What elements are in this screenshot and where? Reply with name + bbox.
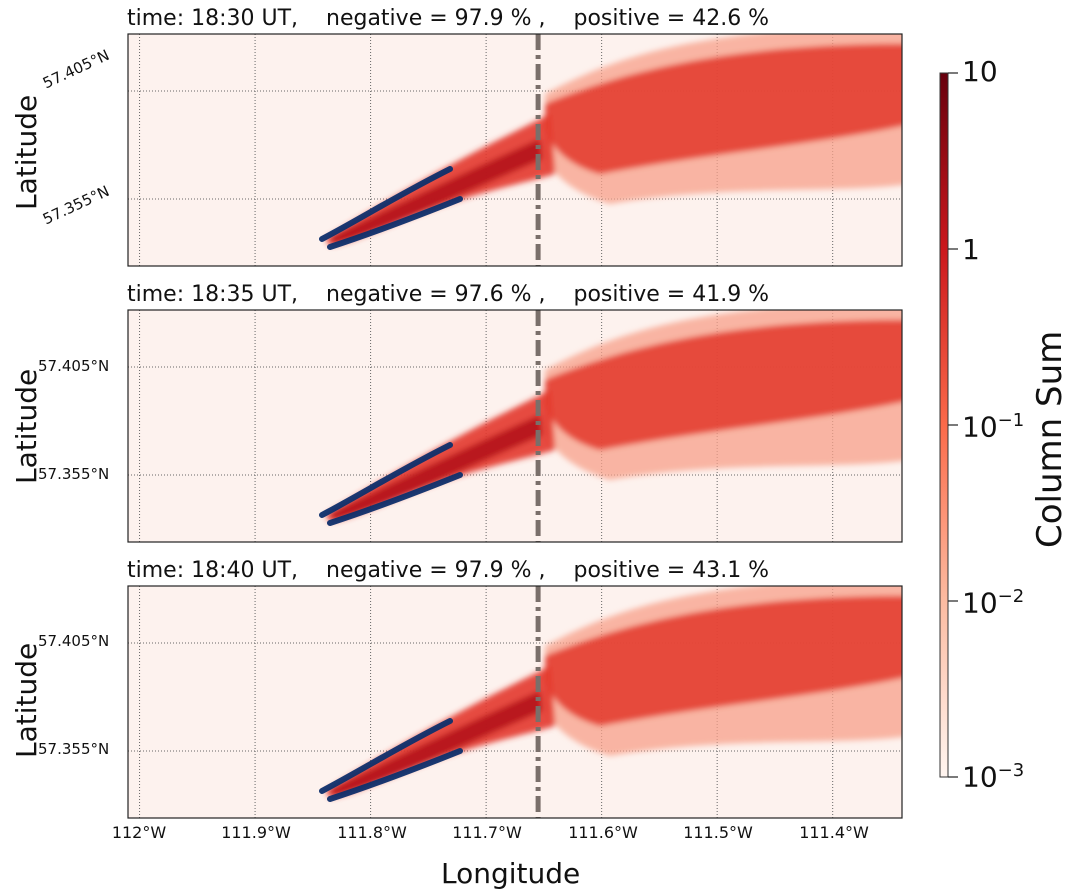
panel-2-frame (127, 309, 903, 543)
panel-3-frame (127, 585, 903, 819)
panel-2-negative-contour (319, 442, 463, 526)
panel-2-plume-core (545, 320, 902, 450)
colorbar (939, 72, 958, 778)
panel-3-lat-tick-high: 57.405°N (38, 632, 110, 650)
panel-1-plot-area (128, 34, 902, 266)
panel-1-title: time: 18:30 UT, negative = 97.9 % , posi… (127, 6, 770, 31)
panel-3-plume-core (545, 596, 902, 726)
lon-tick-111-7: 111.7°W (452, 823, 522, 842)
lon-tick-111-6: 111.6°W (568, 823, 638, 842)
x-axis-label: Longitude (441, 857, 581, 890)
panel-2 (127, 309, 903, 543)
colorbar-tick-1: 1 (962, 233, 980, 266)
panel-1 (127, 33, 903, 267)
panel-1-negative-contour (319, 166, 463, 250)
panel-3-plume-streak-core (330, 691, 542, 796)
lon-tick-111-8: 111.8°W (337, 823, 407, 842)
panel-2-lat-tick-low: 57.355°N (38, 465, 110, 483)
panel-3-plot-area (128, 586, 902, 818)
panel-2-lat-tick-high: 57.405°N (38, 357, 110, 375)
panel-3-lat-tick-low: 57.355°N (38, 740, 110, 758)
panel-1-ylabel: Latitude (10, 94, 43, 210)
panel-3-negative-contour (319, 718, 463, 802)
colorbar-bar (939, 72, 949, 778)
panel-3-title: time: 18:40 UT, negative = 97.9 % , posi… (127, 558, 770, 583)
lon-tick-111-4: 111.4°W (799, 823, 869, 842)
panel-2-plume (325, 310, 902, 522)
panel-2-title: time: 18:35 UT, negative = 97.6 % , posi… (127, 282, 770, 307)
panel-1-plume (325, 34, 902, 246)
lon-tick-111-5: 111.5°W (683, 823, 753, 842)
lon-tick-112: 112°W (111, 823, 167, 842)
colorbar-tick-0-1: 10−1 (962, 410, 1025, 444)
colorbar-tick-0-001: 10−3 (962, 760, 1025, 794)
panel-3 (127, 585, 903, 819)
panel-2-plume-streak-core (330, 415, 542, 520)
colorbar-tick-0-01: 10−2 (962, 586, 1025, 620)
panel-1-plume-streak-core (330, 139, 542, 244)
panel-1-frame (127, 33, 903, 267)
colorbar-tick-10: 10 (962, 55, 998, 88)
panel-1-plume-core (545, 44, 902, 174)
panel-3-plume (325, 586, 902, 798)
panel-2-plot-area (128, 310, 902, 542)
lon-tick-111-9: 111.9°W (221, 823, 291, 842)
colorbar-label: Column Sum (1030, 330, 1070, 548)
